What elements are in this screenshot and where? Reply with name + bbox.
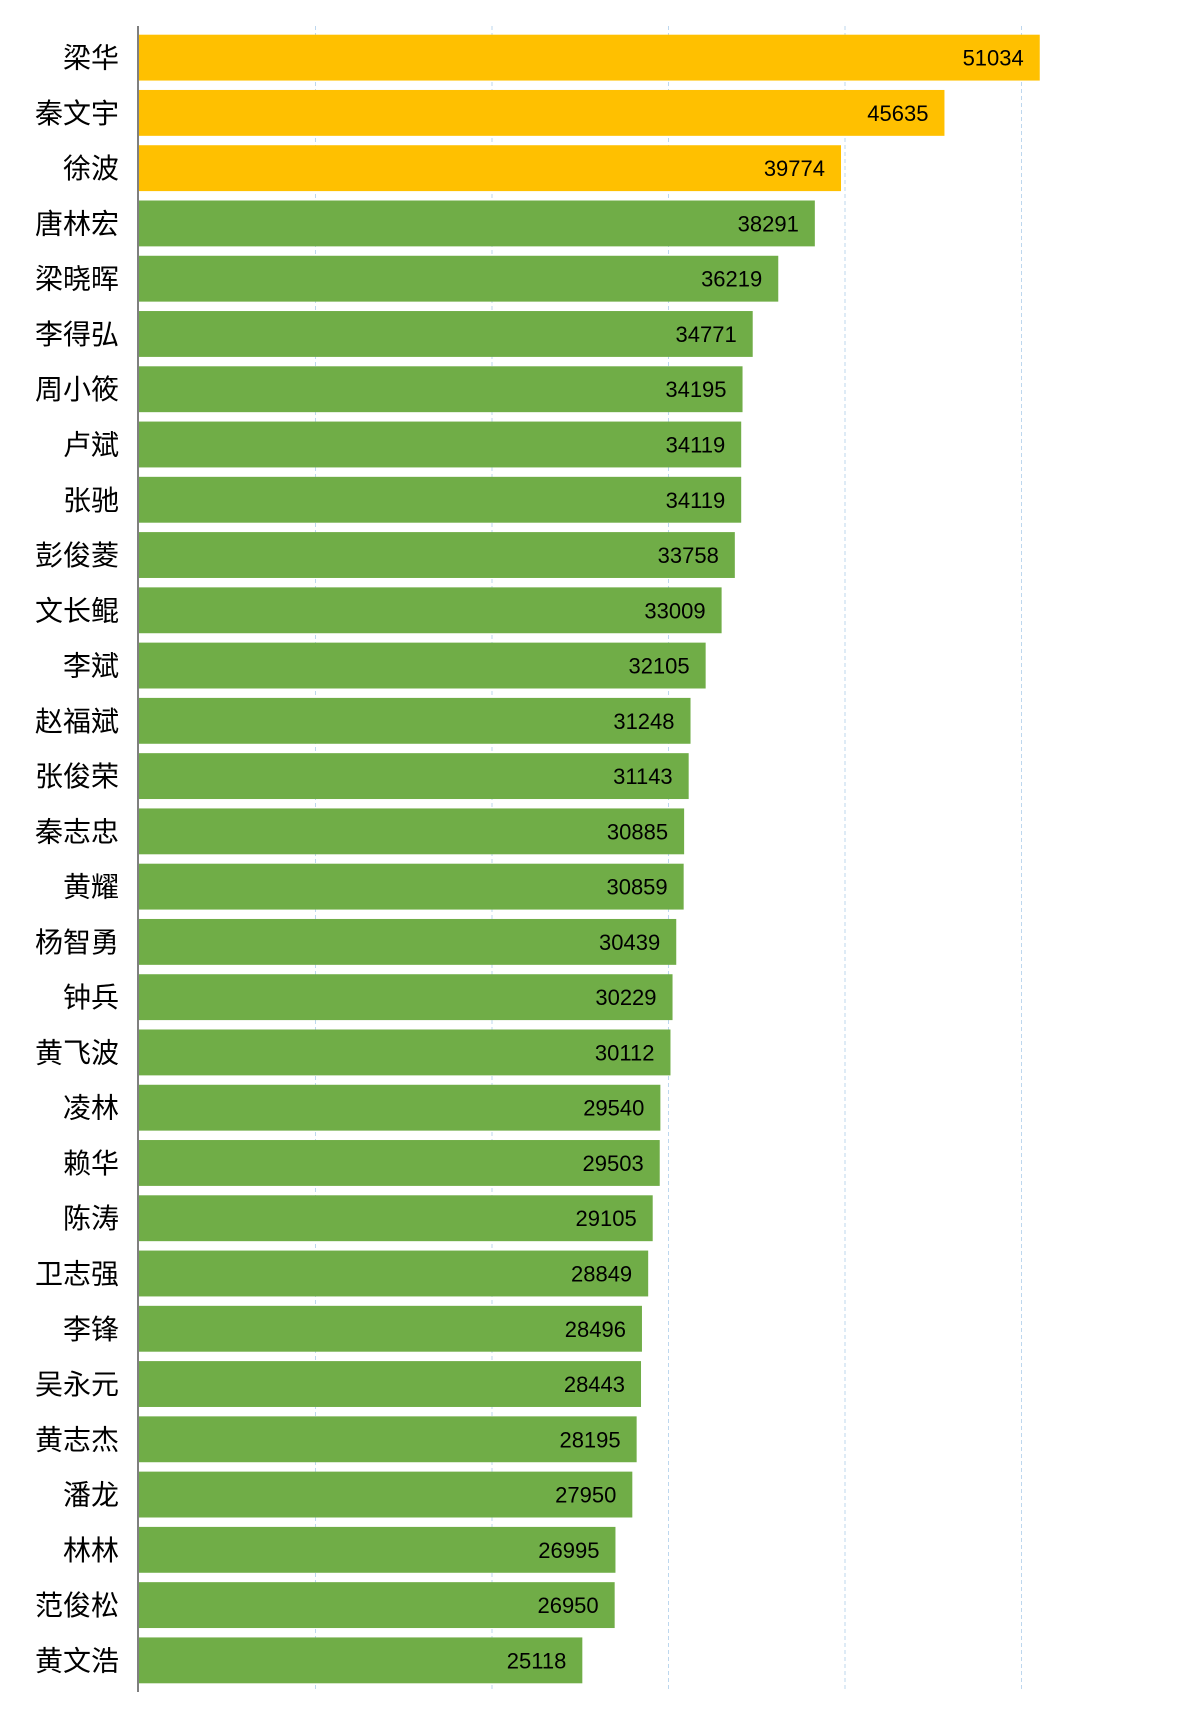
- bar: [139, 1084, 661, 1131]
- data-label: 33758: [658, 543, 719, 568]
- data-label: 27950: [555, 1483, 616, 1508]
- bar: [139, 697, 691, 744]
- bar: [139, 1526, 616, 1573]
- category-label: 梁晓晖: [35, 263, 119, 296]
- data-label: 34119: [666, 433, 726, 458]
- category-label: 杨智勇: [35, 926, 119, 959]
- category-label: 张驰: [63, 484, 119, 517]
- bar: [139, 255, 779, 302]
- category-label: 陈涛: [63, 1202, 119, 1235]
- category-label: 徐波: [63, 152, 119, 185]
- bar: [139, 421, 742, 468]
- data-label: 28195: [559, 1427, 620, 1452]
- category-label: 秦志忠: [35, 815, 119, 848]
- category-label: 范俊松: [35, 1589, 119, 1622]
- bar: [139, 145, 842, 192]
- category-label: 潘龙: [63, 1479, 119, 1512]
- bar: [139, 974, 673, 1021]
- data-label: 51034: [963, 46, 1024, 71]
- data-label: 28443: [564, 1372, 625, 1397]
- labels: 51034 梁华 45635 秦文宇 39774 徐波 38291 唐林宏 36219 梁晓晖 34…: [35, 42, 1024, 1678]
- data-label: 30229: [595, 985, 656, 1010]
- data-label: 26995: [538, 1538, 599, 1563]
- bar: [139, 1361, 642, 1407]
- bar: [139, 1029, 671, 1076]
- bar: [139, 1195, 653, 1242]
- data-label: 29503: [583, 1151, 644, 1176]
- data-label: 26950: [537, 1593, 598, 1618]
- data-label: 31143: [613, 764, 673, 789]
- data-label: 30112: [595, 1040, 655, 1065]
- data-label: 30885: [607, 819, 668, 844]
- data-label: 39774: [764, 156, 825, 181]
- category-label: 秦文宇: [35, 97, 119, 130]
- category-label: 钟兵: [63, 981, 119, 1014]
- category-label: 林林: [63, 1534, 119, 1567]
- data-label: 29540: [583, 1096, 644, 1121]
- category-label: 黄志杰: [35, 1423, 119, 1456]
- data-label: 31248: [613, 709, 674, 734]
- bar: [139, 918, 677, 965]
- bar: [139, 642, 706, 689]
- bar: [139, 366, 743, 413]
- data-label: 28496: [565, 1317, 626, 1342]
- bars: [139, 34, 1040, 1684]
- bar: [139, 1416, 637, 1463]
- category-label: 文长鲲: [35, 594, 119, 627]
- bar: [139, 200, 815, 247]
- category-label: 李得弘: [35, 318, 119, 351]
- bar: [139, 587, 722, 634]
- category-label: 张俊荣: [35, 760, 119, 793]
- data-label: 25118: [507, 1648, 567, 1673]
- bar: [139, 1140, 660, 1186]
- data-label: 28849: [571, 1262, 632, 1287]
- data-label: 33009: [644, 598, 705, 623]
- bar: [139, 1471, 633, 1518]
- data-label: 45635: [867, 101, 928, 126]
- bar: [139, 532, 735, 578]
- data-label: 34195: [665, 377, 726, 402]
- data-label: 38291: [738, 211, 799, 236]
- category-label: 赖华: [63, 1147, 119, 1180]
- bar: [139, 863, 684, 910]
- bar: [139, 1637, 583, 1684]
- gridlines: [315, 26, 1022, 1692]
- category-label: 赵福斌: [35, 705, 119, 738]
- category-label: 唐林宏: [35, 207, 119, 240]
- category-label: 周小筱: [35, 373, 119, 406]
- bar: [139, 311, 753, 357]
- category-label: 李锋: [63, 1313, 119, 1346]
- bar: [139, 808, 685, 855]
- data-label: 34771: [676, 322, 737, 347]
- category-label: 黄飞波: [35, 1036, 119, 1069]
- category-label: 卫志强: [35, 1258, 119, 1291]
- data-label: 36219: [701, 267, 762, 292]
- category-label: 黄文浩: [35, 1644, 119, 1677]
- data-label: 29105: [576, 1206, 637, 1231]
- bar: [139, 89, 945, 136]
- data-label: 30859: [606, 875, 667, 900]
- data-label: 34119: [666, 488, 726, 513]
- category-label: 吴永元: [35, 1368, 119, 1401]
- category-label: 卢斌: [63, 429, 119, 462]
- bar: [139, 476, 742, 523]
- bar: [139, 1250, 649, 1297]
- category-label: 彭俊菱: [35, 539, 119, 572]
- bar: [139, 753, 689, 800]
- data-label: 32105: [628, 654, 689, 679]
- category-label: 李斌: [63, 650, 119, 683]
- category-label: 梁华: [63, 42, 119, 75]
- category-label: 凌林: [63, 1092, 119, 1125]
- bar: [139, 1582, 615, 1629]
- bar: [139, 34, 1040, 81]
- bar: [139, 1305, 642, 1352]
- category-label: 黄耀: [63, 871, 119, 904]
- data-label: 30439: [599, 930, 660, 955]
